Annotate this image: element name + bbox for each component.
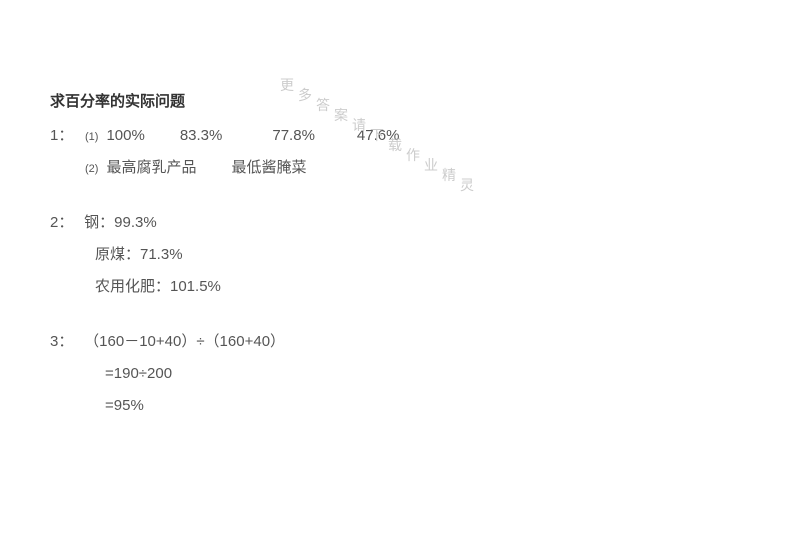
problem-2-line3: 农用化肥：101.5% <box>95 272 750 302</box>
p3-line1-text: （160－10+40）÷（160+40） <box>84 333 285 350</box>
problem-3-line3: =95% <box>105 391 750 421</box>
problem-3-num: 3： <box>50 327 80 357</box>
problem-2-line1: 2： 钢：99.3% <box>50 208 750 238</box>
page-title: 求百分率的实际问题 <box>50 90 750 111</box>
p1-sub1-v1: 100% <box>106 127 144 144</box>
problem-3-line2: =190÷200 <box>105 359 750 389</box>
problem-2-num: 2： <box>50 208 80 238</box>
problem-3-line1: 3： （160－10+40）÷（160+40） <box>50 327 750 357</box>
p1-sub1-v3: 77.8% <box>272 127 315 144</box>
p2-line1-text: 钢：99.3% <box>84 214 157 231</box>
problem-1-line2: (2) 最高腐乳产品 最低酱腌菜 <box>80 153 750 183</box>
problem-2: 2： 钢：99.3% 原煤：71.3% 农用化肥：101.5% <box>50 208 750 302</box>
problem-1-sub2-num: (2) <box>85 163 98 175</box>
problem-2-line2: 原煤：71.3% <box>95 240 750 270</box>
problem-3: 3： （160－10+40）÷（160+40） =190÷200 =95% <box>50 327 750 421</box>
p1-sub2-text1: 最高腐乳产品 <box>106 159 196 176</box>
problem-1: 1： (1) 100% 83.3% 77.8% 47.6% (2) 最高腐乳产品 最低酱腌菜 <box>50 121 750 183</box>
p1-sub2-text2: 最低酱腌菜 <box>231 159 306 176</box>
p1-sub1-v2: 83.3% <box>180 127 223 144</box>
p1-sub1-v4: 47.6% <box>357 127 400 144</box>
problem-1-num: 1： <box>50 121 80 151</box>
problem-1-line1: 1： (1) 100% 83.3% 77.8% 47.6% <box>50 121 750 151</box>
problem-1-sub1-num: (1) <box>85 131 98 143</box>
